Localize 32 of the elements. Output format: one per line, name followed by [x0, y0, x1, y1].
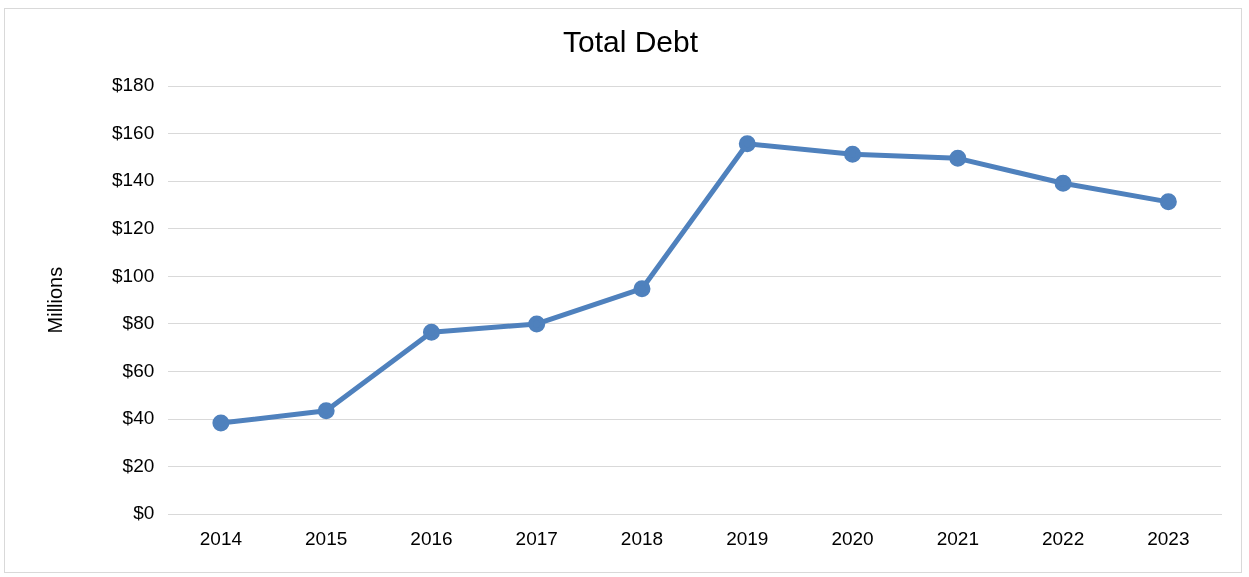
point: [844, 145, 862, 163]
x-tick-label: 2016: [410, 527, 453, 549]
point: [1159, 193, 1177, 211]
x-tick-label: 2023: [1147, 527, 1190, 549]
point: [422, 323, 440, 341]
point: [528, 315, 546, 333]
point: [212, 414, 230, 432]
y-tick-label: $40: [122, 407, 155, 429]
y-tick-label: $160: [111, 121, 155, 143]
x-tick-label: 2020: [831, 527, 874, 549]
x-tick-label: 2021: [936, 527, 979, 549]
x-tick-label: 2022: [1041, 527, 1085, 549]
y-tick-label: $100: [111, 264, 155, 286]
x-tick-label: 2017: [515, 527, 558, 549]
x-tick-label: 2018: [620, 527, 664, 549]
x-tick-label: 2014: [199, 527, 243, 549]
point: [738, 135, 756, 153]
y-tick-label: $120: [111, 216, 155, 238]
point: [949, 149, 967, 167]
y-tick-label: $60: [122, 359, 155, 381]
y-tick-label: $140: [111, 169, 155, 191]
x-tick-label: 2015: [305, 527, 348, 549]
y-tick-label: $0: [133, 502, 155, 524]
y-tick-label: $20: [122, 454, 155, 476]
point: [317, 402, 335, 420]
point: [1054, 174, 1072, 192]
x-tick-label: 2019: [726, 527, 769, 549]
y-tick-label: $80: [122, 312, 155, 334]
chart-title: Total Debt: [562, 25, 699, 59]
point: [633, 280, 651, 298]
y-tick-label: $180: [111, 74, 155, 96]
y-axis-title: Millions: [43, 266, 66, 334]
